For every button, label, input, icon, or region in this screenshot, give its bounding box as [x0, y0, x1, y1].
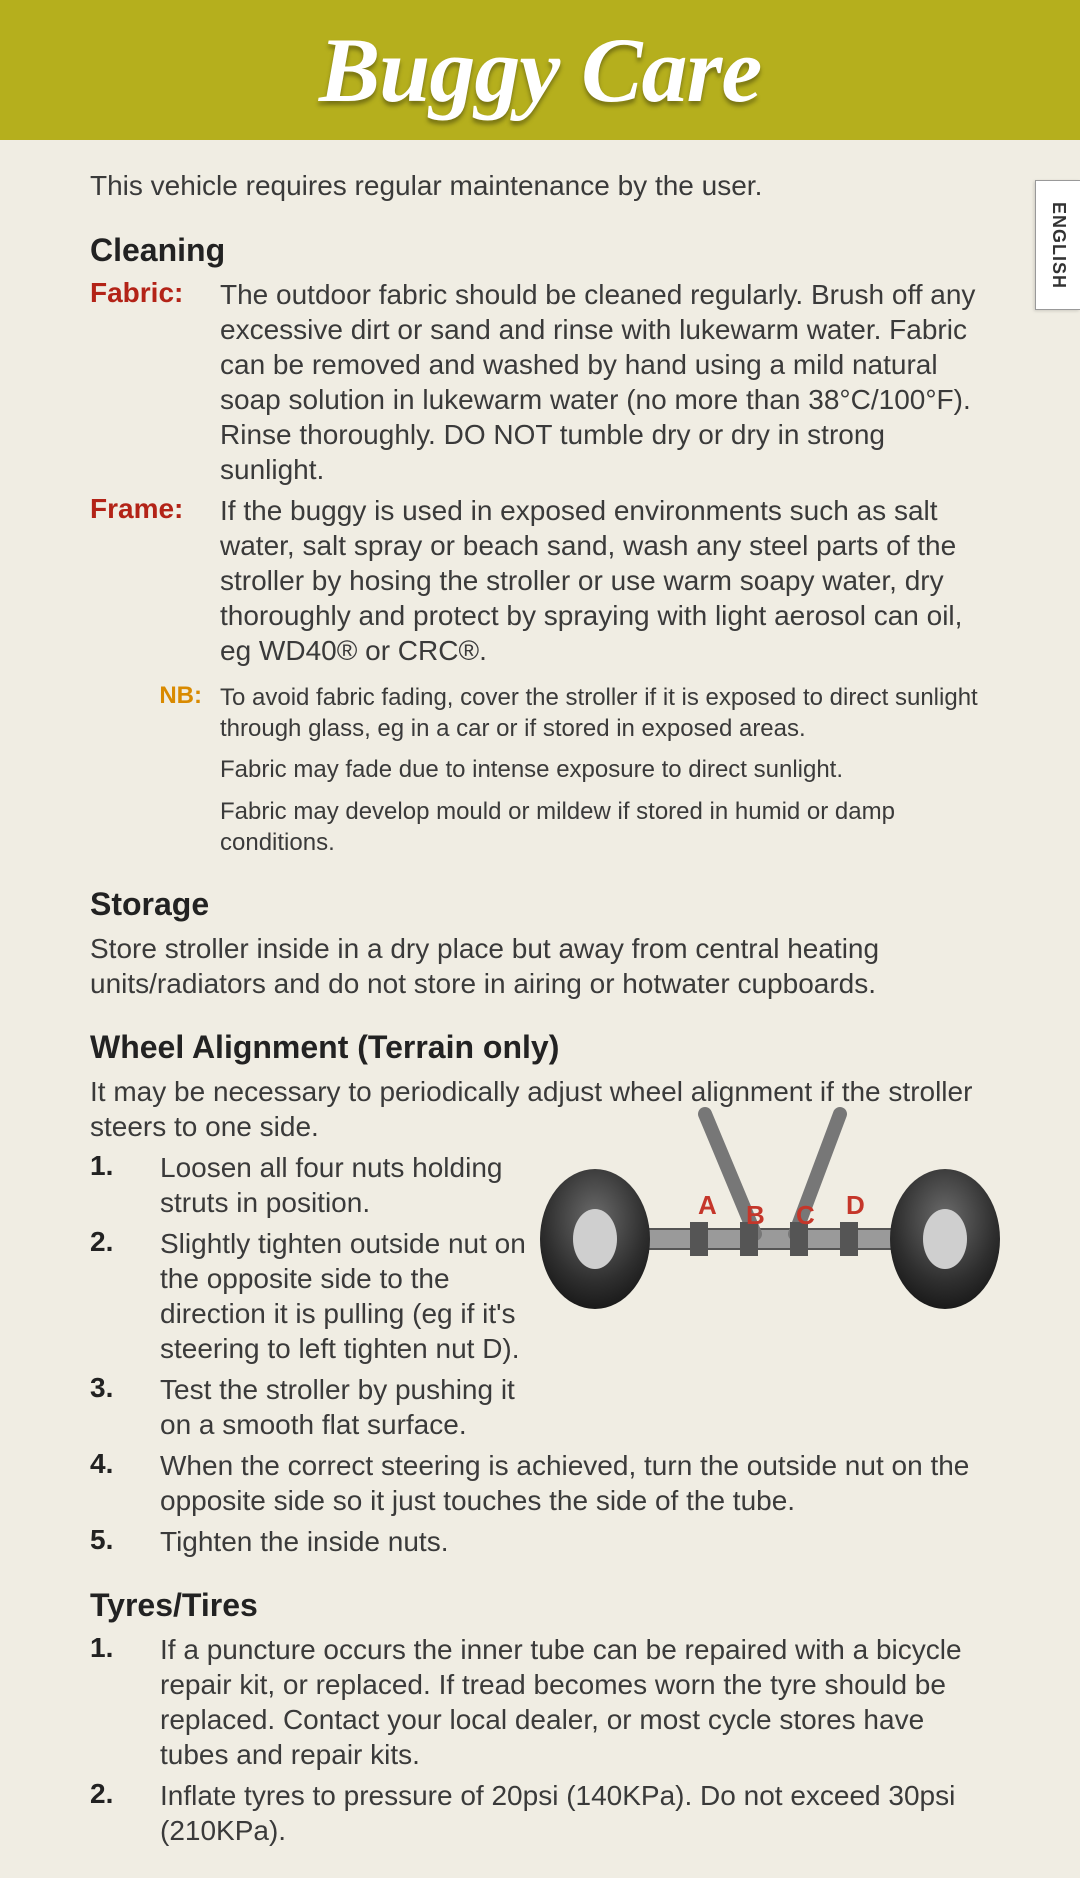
tyres-step-2: 2. Inflate tyres to pressure of 20psi (1…	[90, 1778, 990, 1848]
step-number: 4.	[90, 1448, 160, 1518]
diagram-label-d: D	[846, 1190, 865, 1220]
step-text: Inflate tyres to pressure of 20psi (140K…	[160, 1778, 990, 1848]
step-text: Test the stroller by pushing it on a smo…	[160, 1372, 530, 1442]
header-title: Buggy Care	[319, 17, 761, 123]
nb-label: NB:	[140, 682, 220, 744]
frame-text: If the buggy is used in exposed environm…	[220, 493, 990, 668]
nb-extra-2: Fabric may develop mould or mildew if st…	[220, 796, 990, 858]
fabric-label: Fabric:	[90, 277, 220, 487]
cleaning-heading: Cleaning	[90, 232, 990, 269]
step-number: 5.	[90, 1524, 160, 1559]
nb-extra-1: Fabric may fade due to intense exposure …	[220, 754, 990, 785]
page-content: This vehicle requires regular maintenanc…	[0, 140, 1080, 1878]
step-number: 2.	[90, 1778, 160, 1848]
step-text: Tighten the inside nuts.	[160, 1524, 990, 1559]
wheel-alignment-section: Wheel Alignment (Terrain only) It may be…	[90, 1029, 990, 1559]
language-tab[interactable]: ENGLISH	[1035, 180, 1080, 310]
fabric-row: Fabric: The outdoor fabric should be cle…	[90, 277, 990, 487]
diagram-label-b: B	[746, 1200, 765, 1230]
step-text: Slightly tighten outside nut on the oppo…	[160, 1226, 530, 1366]
frame-label: Frame:	[90, 493, 220, 668]
language-tab-label: ENGLISH	[1048, 201, 1069, 288]
step-text: When the correct steering is achieved, t…	[160, 1448, 990, 1518]
nb-row: NB: To avoid fabric fading, cover the st…	[140, 682, 990, 744]
page-header: Buggy Care	[0, 0, 1080, 140]
nb-text: To avoid fabric fading, cover the stroll…	[220, 682, 990, 744]
wheel-step-3: 3. Test the stroller by pushing it on a …	[90, 1372, 990, 1442]
storage-text: Store stroller inside in a dry place but…	[90, 931, 990, 1001]
tyres-step-1: 1. If a puncture occurs the inner tube c…	[90, 1632, 990, 1772]
step-number: 1.	[90, 1632, 160, 1772]
wheel-heading: Wheel Alignment (Terrain only)	[90, 1029, 990, 1066]
step-number: 2.	[90, 1226, 160, 1366]
step-number: 3.	[90, 1372, 160, 1442]
storage-heading: Storage	[90, 886, 990, 923]
diagram-label-c: C	[796, 1200, 815, 1230]
step-text: Loosen all four nuts holding struts in p…	[160, 1150, 530, 1220]
frame-row: Frame: If the buggy is used in exposed e…	[90, 493, 990, 668]
step-number: 1.	[90, 1150, 160, 1220]
tyres-heading: Tyres/Tires	[90, 1587, 990, 1624]
intro-text: This vehicle requires regular maintenanc…	[90, 170, 990, 202]
wheel-step-5: 5. Tighten the inside nuts.	[90, 1524, 990, 1559]
diagram-label-a: A	[698, 1190, 717, 1220]
fabric-text: The outdoor fabric should be cleaned reg…	[220, 277, 990, 487]
wheel-alignment-diagram: A B C D	[540, 1104, 1000, 1314]
wheel-step-4: 4. When the correct steering is achieved…	[90, 1448, 990, 1518]
step-text: If a puncture occurs the inner tube can …	[160, 1632, 990, 1772]
